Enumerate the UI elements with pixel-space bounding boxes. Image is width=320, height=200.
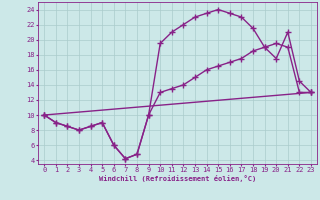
X-axis label: Windchill (Refroidissement éolien,°C): Windchill (Refroidissement éolien,°C) [99,175,256,182]
